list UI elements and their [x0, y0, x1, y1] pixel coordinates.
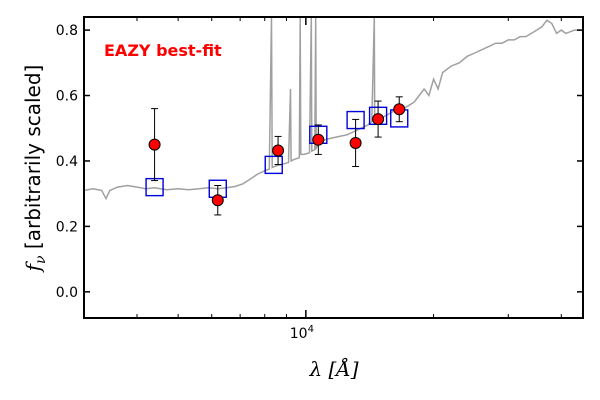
observed-photometry-layer [148, 96, 406, 216]
observed-point [372, 113, 385, 126]
plot-frame [83, 16, 584, 319]
observed-point [272, 144, 285, 157]
observed-point [393, 103, 406, 116]
observed-point [148, 138, 161, 151]
template-sed-line [84, 17, 583, 201]
template-sed-layer [84, 17, 583, 201]
y-axis-label-text: [arbitrarily scaled] [21, 65, 45, 256]
axis-ticks: 0.0 0.2 0.4 0.6 0.8 104 [56, 17, 583, 342]
y-tick-label: 0.0 [56, 285, 78, 301]
observed-point [211, 194, 224, 207]
x-axis-label: λ [Å] [308, 356, 358, 381]
y-tick-label: 0.2 [56, 219, 78, 235]
y-axis-label: fν [arbitrarily scaled] [21, 65, 49, 274]
observed-point [312, 133, 325, 146]
observed-point [349, 136, 362, 149]
eazy-annotation: EAZY best-fit [104, 41, 222, 60]
y-tick-label: 0.8 [56, 23, 78, 39]
x-tick-label-exponent: 4 [308, 324, 314, 335]
y-axis-label-subscript: ν [33, 255, 49, 264]
x-tick-label: 104 [290, 324, 314, 342]
model-photometry-square [264, 155, 283, 175]
y-tick-label: 0.6 [56, 89, 78, 105]
y-tick-label: 0.4 [56, 154, 78, 170]
